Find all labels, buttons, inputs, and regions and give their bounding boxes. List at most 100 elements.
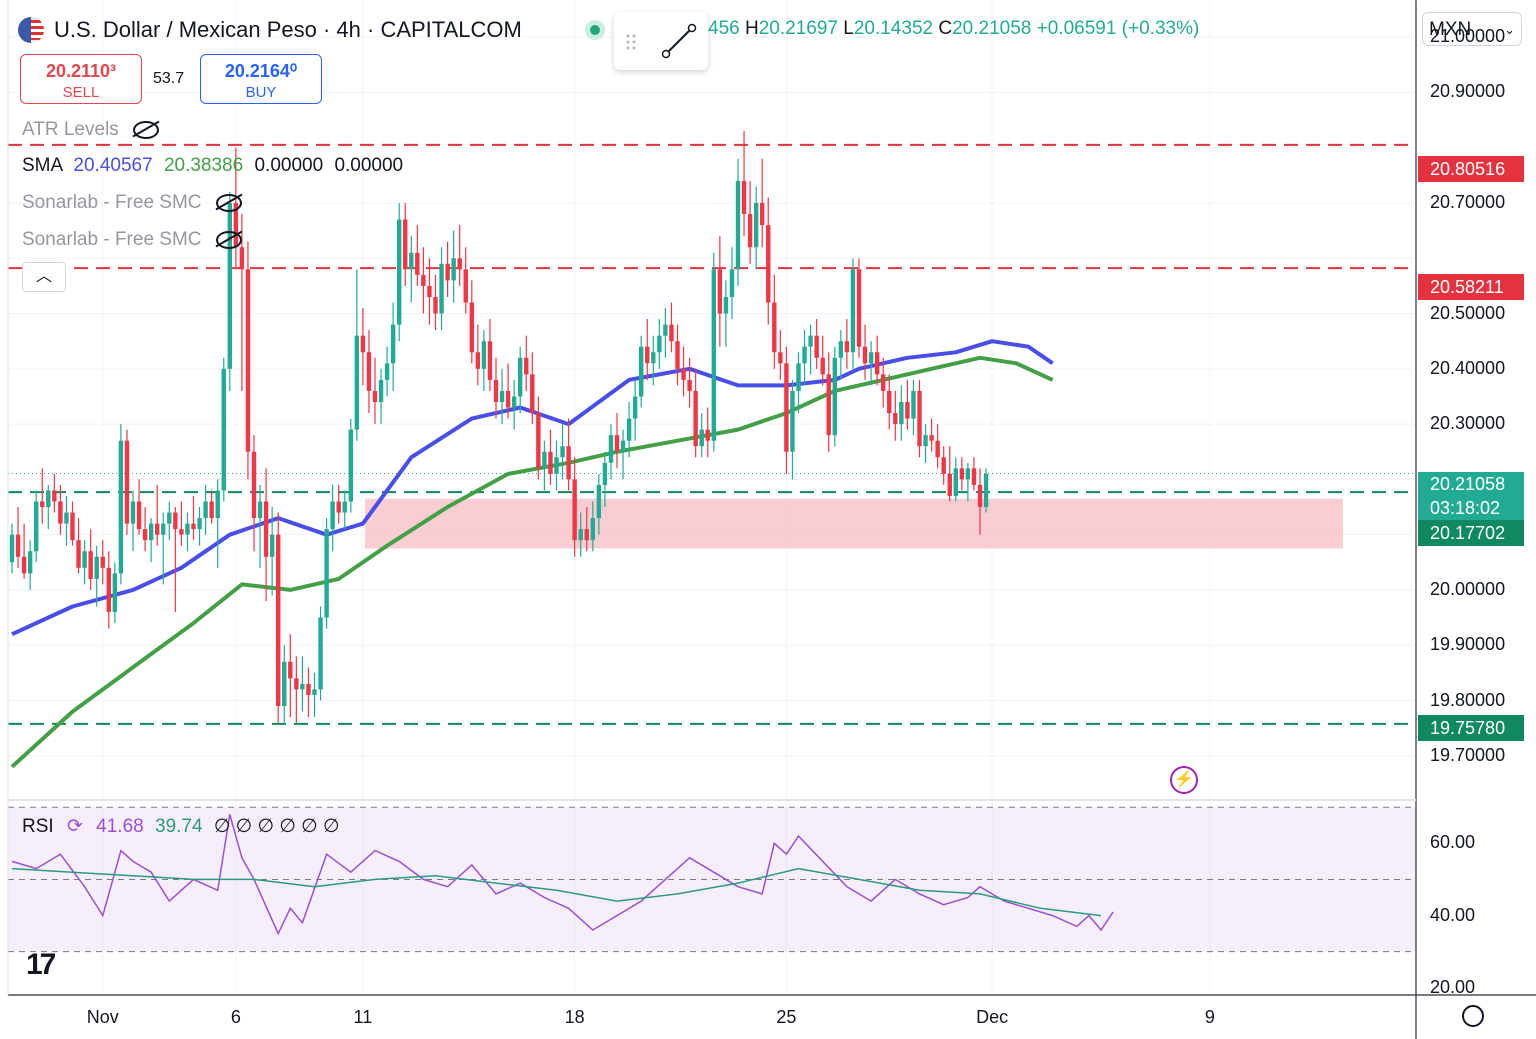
candle bbox=[844, 319, 850, 369]
candle-body bbox=[838, 341, 844, 358]
candle-body bbox=[524, 357, 529, 375]
candle-body bbox=[15, 534, 21, 557]
tradingview-logo[interactable]: 17 bbox=[26, 948, 56, 981]
refresh-icon[interactable]: ⟳ bbox=[66, 816, 83, 837]
candle-body bbox=[844, 341, 850, 353]
candle-body bbox=[868, 352, 874, 364]
candle-body bbox=[360, 335, 366, 353]
candle-body bbox=[191, 523, 196, 530]
candle bbox=[590, 501, 595, 552]
candle bbox=[118, 424, 124, 585]
candle-body bbox=[372, 390, 378, 402]
candle bbox=[397, 203, 402, 342]
candle-body bbox=[409, 252, 414, 270]
candle-body bbox=[977, 484, 983, 508]
rsi-y-tick-label: 40.00 bbox=[1430, 904, 1476, 925]
indicator-smc-2[interactable]: Sonarlab - Free SMC bbox=[22, 229, 242, 251]
candle bbox=[874, 335, 880, 386]
candle-body bbox=[669, 324, 674, 342]
candle bbox=[82, 540, 87, 585]
candle bbox=[820, 335, 825, 386]
candle bbox=[300, 656, 305, 712]
indicator-smc-1[interactable]: Sonarlab - Free SMC bbox=[22, 192, 242, 214]
candle bbox=[560, 424, 565, 480]
candle-body bbox=[233, 203, 239, 248]
symbol-header[interactable]: U.S. Dollar / Mexican Peso · 4h · CAPITA… bbox=[18, 14, 522, 46]
rsi-legend[interactable]: RSI ⟳ 41.68 39.74 ∅ ∅ ∅ ∅ ∅ ∅ bbox=[22, 815, 340, 838]
indicator-sma[interactable]: SMA 20.40567 20.38386 0.00000 0.00000 bbox=[22, 155, 403, 177]
market-open-dot-icon bbox=[585, 20, 605, 40]
candle bbox=[384, 346, 390, 397]
sma-label: SMA bbox=[22, 155, 63, 176]
candle bbox=[372, 357, 378, 425]
candle-body bbox=[826, 374, 831, 436]
candle-body bbox=[790, 390, 795, 452]
ohlc-low-value: 20.14352 bbox=[853, 18, 934, 39]
candle-body bbox=[560, 446, 565, 458]
candle bbox=[263, 468, 269, 601]
candle-body bbox=[899, 402, 904, 425]
candle bbox=[469, 280, 474, 364]
candle bbox=[929, 418, 934, 452]
eye-hidden-icon[interactable] bbox=[132, 121, 159, 139]
candle bbox=[881, 357, 886, 408]
candle bbox=[959, 457, 965, 491]
settings-gear-icon[interactable] bbox=[1462, 1005, 1484, 1027]
candle-body bbox=[397, 219, 402, 325]
candle-body bbox=[64, 512, 69, 524]
y-tick-label: 20.50000 bbox=[1430, 302, 1506, 323]
trend-line-tool-icon[interactable] bbox=[614, 12, 708, 70]
candle-body bbox=[620, 440, 626, 452]
horizontal-levels bbox=[8, 143, 1416, 725]
candle bbox=[288, 634, 293, 718]
eye-hidden-icon[interactable] bbox=[215, 231, 242, 249]
buy-button[interactable]: 20.2164⁰ BUY bbox=[200, 54, 322, 104]
x-tick-label: 25 bbox=[776, 1007, 797, 1027]
candle bbox=[596, 473, 602, 535]
sell-label: SELL bbox=[62, 84, 100, 101]
candle-body bbox=[657, 335, 662, 353]
price-tag-resistance-2: 20.58211 bbox=[1418, 274, 1524, 300]
candle bbox=[179, 501, 184, 546]
candle-body bbox=[639, 346, 644, 397]
candle-body bbox=[741, 180, 747, 215]
candle bbox=[711, 252, 716, 452]
x-tick-label: 6 bbox=[230, 1007, 241, 1027]
symbol-title: U.S. Dollar / Mexican Peso · 4h · CAPITA… bbox=[54, 17, 522, 42]
candle bbox=[796, 352, 801, 414]
candle bbox=[330, 484, 335, 552]
candle-body bbox=[747, 214, 753, 248]
candle bbox=[729, 247, 735, 320]
candle bbox=[778, 330, 783, 380]
candle-body bbox=[300, 683, 305, 690]
candle bbox=[481, 330, 487, 391]
candle bbox=[608, 424, 614, 480]
candle bbox=[735, 158, 741, 286]
candle bbox=[390, 302, 396, 391]
candle-body bbox=[251, 451, 257, 519]
candle bbox=[185, 512, 190, 552]
candle bbox=[34, 490, 39, 563]
candle-body bbox=[136, 501, 142, 530]
currency-select[interactable]: MXN ⌄ bbox=[1422, 12, 1522, 46]
flash-alert-icon[interactable]: ⚡ bbox=[1170, 766, 1198, 794]
sell-button[interactable]: 20.2110³ SELL bbox=[20, 54, 142, 104]
candle-body bbox=[82, 551, 87, 568]
candle-body bbox=[511, 396, 517, 408]
eye-hidden-icon[interactable] bbox=[215, 194, 242, 212]
candle-body bbox=[983, 473, 989, 508]
candle-body bbox=[475, 352, 481, 369]
candle bbox=[130, 490, 136, 552]
candle bbox=[935, 424, 940, 469]
candle-body bbox=[227, 203, 232, 369]
candle-body bbox=[348, 429, 353, 502]
candle bbox=[46, 484, 51, 530]
candle-body bbox=[294, 678, 299, 690]
candle-body bbox=[717, 269, 723, 314]
collapse-legend-button[interactable]: ︿ bbox=[22, 262, 66, 292]
candle bbox=[415, 225, 420, 286]
indicator-atr-levels[interactable]: ATR Levels bbox=[22, 119, 159, 141]
candle-body bbox=[27, 551, 33, 574]
drawing-toolbar[interactable] bbox=[614, 12, 708, 70]
